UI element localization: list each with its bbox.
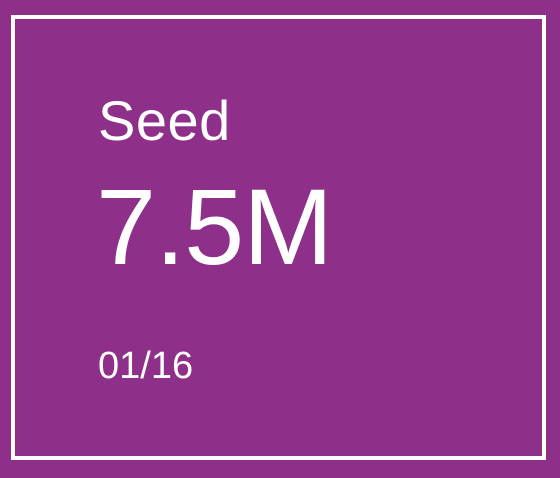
card-border xyxy=(11,15,546,460)
funding-amount: 7.5M xyxy=(96,166,333,287)
funding-round-label: Seed xyxy=(98,89,231,152)
funding-date: 01/16 xyxy=(98,345,194,387)
